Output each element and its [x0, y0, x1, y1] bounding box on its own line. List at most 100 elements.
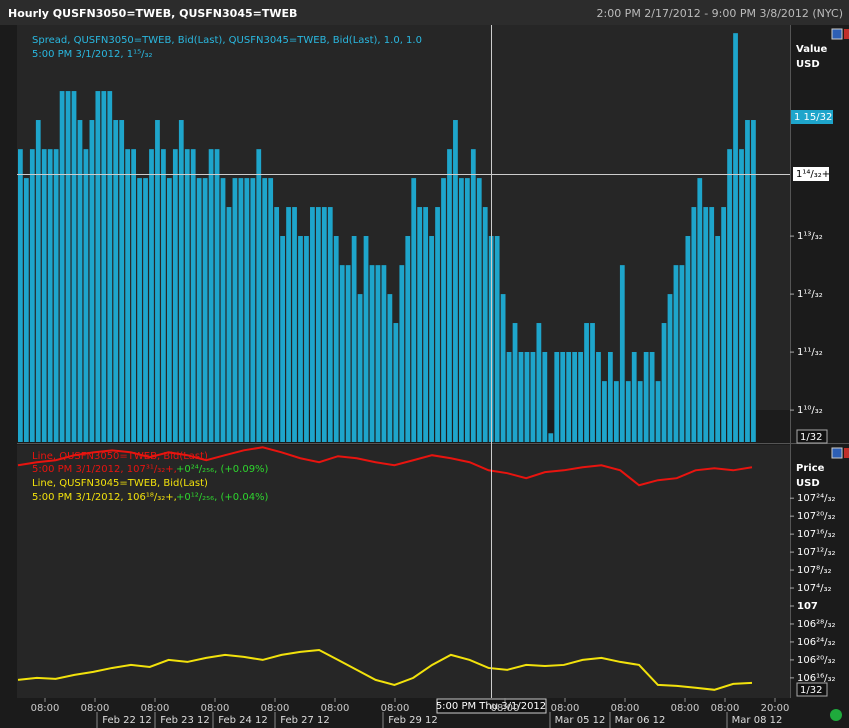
bar — [608, 351, 613, 442]
last-value-box — [791, 110, 833, 124]
bar — [673, 265, 679, 442]
bar — [71, 91, 77, 442]
bar — [244, 178, 250, 443]
bar — [685, 236, 691, 442]
bar — [363, 236, 369, 442]
bar — [560, 351, 566, 442]
bar — [745, 120, 750, 442]
yellow-cursor-text: 5:00 PM 3/1/2012, 106¹⁸/₃₂+, — [32, 492, 177, 503]
bar — [459, 178, 464, 443]
bar — [107, 91, 113, 442]
x-date-label: Mar 05 12 — [555, 715, 606, 726]
restore-button[interactable] — [831, 28, 843, 40]
bar — [411, 178, 417, 443]
price-line — [17, 648, 753, 691]
close-button[interactable] — [844, 29, 849, 39]
bar — [315, 207, 321, 442]
bar — [101, 91, 107, 442]
y-tick-label: 107 — [797, 601, 818, 612]
bar — [202, 178, 208, 443]
bar — [661, 323, 667, 442]
x-time-label: 08:00 — [611, 703, 640, 714]
x-time-label: 20:00 — [761, 703, 790, 714]
bar — [345, 265, 351, 442]
close-button[interactable] — [844, 448, 849, 458]
bar — [178, 120, 184, 442]
bar — [709, 207, 715, 442]
bar — [548, 433, 554, 442]
red-change: +0²⁴/₂₅₆, (+0.09%) — [176, 464, 269, 475]
x-time-label: 08:00 — [31, 703, 60, 714]
bar — [584, 323, 589, 442]
y-tick-label: 107⁴/₃₂ — [797, 583, 831, 594]
bar — [321, 207, 327, 442]
cursor-time-box — [436, 698, 547, 714]
bar — [631, 351, 637, 442]
axis-title: Value — [796, 44, 827, 55]
bar — [613, 381, 619, 442]
bar — [643, 351, 649, 442]
y-tick-label: 1¹¹/₃₂ — [797, 347, 823, 358]
bar — [47, 149, 53, 442]
cursor-value-label: 1¹⁴/₃₂+ — [796, 169, 830, 180]
yellow-legend: Line, QUSFN3045=TWEB, Bid(Last) — [32, 478, 208, 489]
bar — [161, 149, 166, 442]
bar — [476, 178, 482, 443]
y-tick-label: 106²⁰/₃₂ — [797, 655, 836, 666]
x-date-label: Feb 27 12 — [280, 715, 330, 726]
bar — [310, 207, 315, 442]
bar — [214, 149, 220, 442]
y-tick-label: 107¹²/₃₂ — [797, 547, 836, 558]
bar — [369, 265, 375, 442]
increment-box — [796, 429, 828, 444]
restore-button[interactable] — [831, 447, 843, 459]
x-time-label: 08:00 — [491, 703, 520, 714]
x-time-label: 08:00 — [261, 703, 290, 714]
bar — [691, 207, 697, 442]
bar — [83, 149, 89, 442]
bar — [166, 178, 172, 443]
bar — [447, 149, 452, 442]
increment-label: 1/32 — [800, 432, 822, 443]
bar — [274, 207, 280, 442]
x-time-label: 08:00 — [551, 703, 580, 714]
bar — [727, 149, 732, 442]
y-tick-label: 107²⁴/₃₂ — [797, 493, 836, 504]
bar — [387, 294, 393, 442]
x-time-label: 08:00 — [711, 703, 740, 714]
bar — [518, 351, 524, 442]
x-time-label: 08:00 — [201, 703, 230, 714]
bar — [357, 294, 363, 442]
bar — [423, 207, 429, 442]
bar — [333, 236, 339, 442]
title-bar — [0, 0, 849, 25]
increment-box — [796, 682, 828, 697]
x-date-label: Feb 22 12 — [102, 715, 152, 726]
bar — [41, 149, 47, 442]
x-date-label: Feb 24 12 — [218, 715, 268, 726]
bar — [393, 323, 399, 442]
bar — [554, 351, 560, 442]
bar — [298, 236, 303, 442]
bar — [286, 207, 291, 442]
x-time-label: 08:00 — [321, 703, 350, 714]
red-cursor-text: 5:00 PM 3/1/2012, 107³¹/₃₂+, — [32, 464, 177, 475]
y-tick-label: 107⁸/₃₂ — [797, 565, 831, 576]
bar — [482, 207, 488, 442]
bar — [149, 149, 154, 442]
bar-legend: Spread, QUSFN3050=TWEB, Bid(Last), QUSFN… — [32, 35, 422, 46]
x-date-label: Feb 23 12 — [160, 715, 210, 726]
bar — [137, 178, 142, 443]
bar — [113, 120, 119, 442]
bar — [441, 178, 446, 443]
bar — [292, 207, 297, 442]
bar — [59, 91, 65, 442]
y-tick-label: 106²⁸/₃₂ — [797, 619, 836, 630]
bar — [89, 120, 95, 442]
increment-label: 1/32 — [800, 685, 822, 696]
bar — [95, 91, 101, 442]
bar — [351, 236, 357, 442]
bar — [429, 236, 434, 442]
bar — [625, 381, 631, 442]
